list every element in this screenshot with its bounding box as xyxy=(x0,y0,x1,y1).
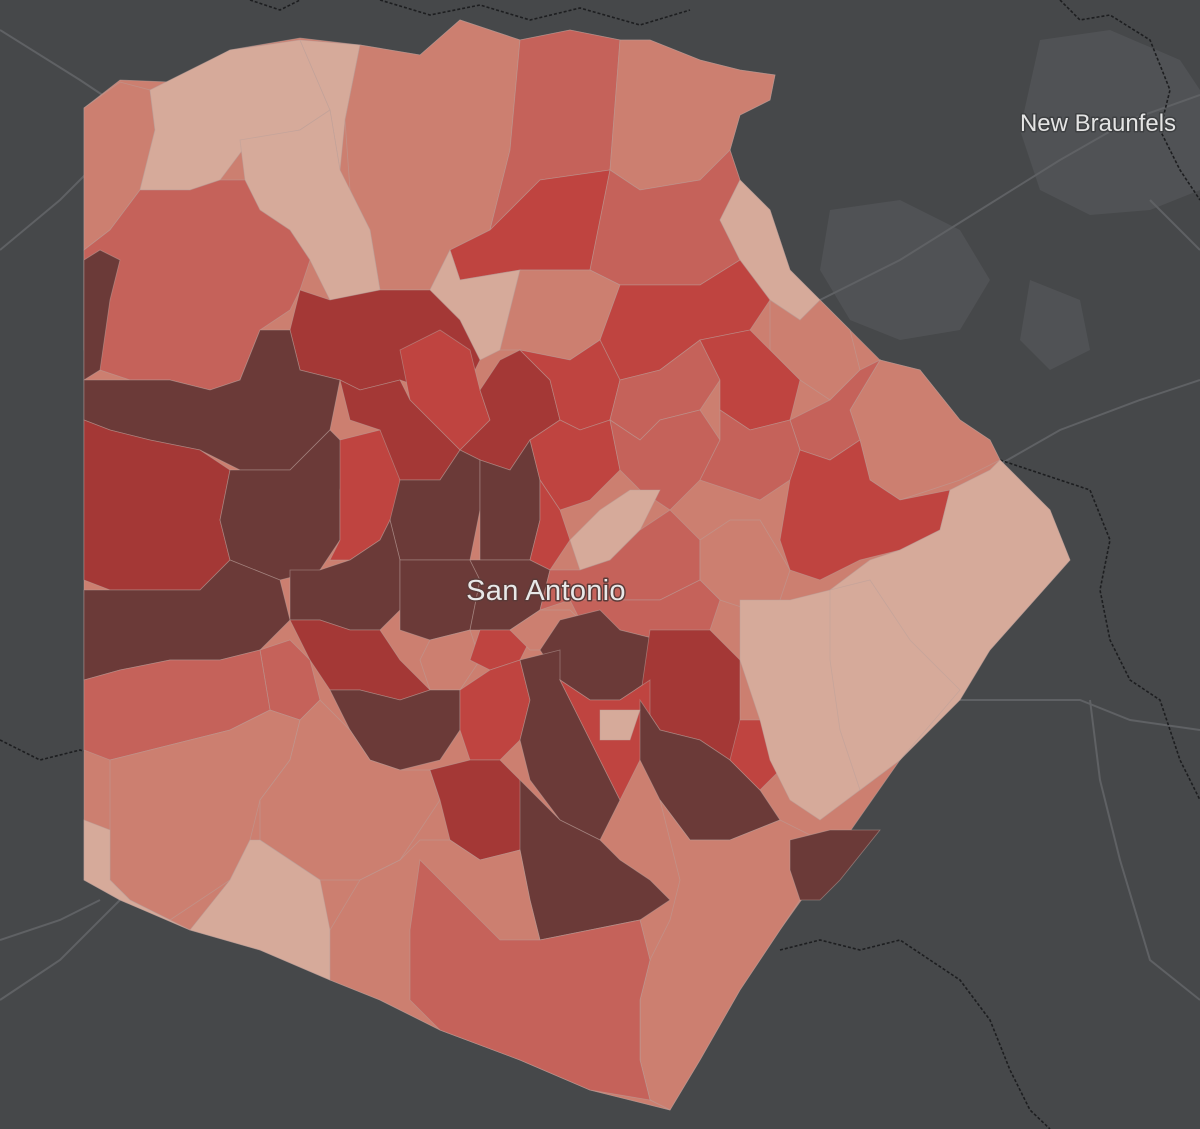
tract-region[interactable] xyxy=(83,819,191,931)
tract-region[interactable] xyxy=(639,799,831,1111)
tract-region[interactable] xyxy=(409,859,651,1101)
tract-region[interactable] xyxy=(299,39,361,171)
tract-region[interactable] xyxy=(789,829,881,901)
basemap-urban-areas xyxy=(820,30,1200,370)
tract-region[interactable] xyxy=(829,579,961,791)
tract-region[interactable] xyxy=(699,409,801,501)
tract-region[interactable] xyxy=(189,839,331,981)
city-label-san-antonio: San Antonio xyxy=(466,575,626,607)
tract-region[interactable] xyxy=(259,699,441,881)
basemap-roads xyxy=(0,29,1200,1001)
city-label-new-braunfels: New Braunfels xyxy=(1020,110,1176,137)
tract-regions xyxy=(83,19,1071,1111)
tract-region[interactable] xyxy=(599,709,641,741)
tract-region[interactable] xyxy=(519,649,621,841)
